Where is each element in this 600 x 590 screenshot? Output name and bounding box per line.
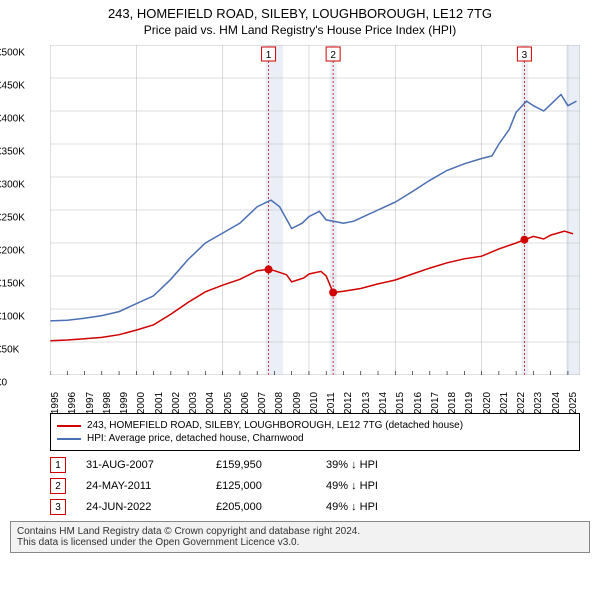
event-date: 31-AUG-2007	[86, 459, 196, 471]
y-tick-label: £300K	[0, 180, 42, 191]
y-tick-label: £350K	[0, 147, 42, 158]
x-tick-label: 2015	[395, 392, 406, 414]
x-tick-label: 2009	[292, 392, 303, 414]
x-tick-label: 2000	[136, 392, 147, 414]
event-price: £205,000	[216, 501, 306, 513]
event-number-box: 1	[50, 457, 66, 473]
x-axis-labels: 1995199619971998199920002001200220032004…	[50, 375, 580, 405]
plot-area: 1 2 3	[50, 45, 580, 375]
x-tick-label: 2020	[482, 392, 493, 414]
x-tick-label: 1996	[67, 392, 78, 414]
y-tick-label: £250K	[0, 213, 42, 224]
event-number-box: 2	[50, 478, 66, 494]
legend-label-price-paid: 243, HOMEFIELD ROAD, SILEBY, LOUGHBOROUG…	[87, 420, 463, 431]
event-price: £125,000	[216, 480, 306, 492]
x-tick-label: 2022	[516, 392, 527, 414]
legend-swatch-price-paid	[57, 425, 81, 427]
event-price: £159,950	[216, 459, 306, 471]
x-tick-label: 2004	[205, 392, 216, 414]
x-tick-label: 2019	[464, 392, 475, 414]
event-date: 24-JUN-2022	[86, 501, 196, 513]
y-tick-label: £200K	[0, 246, 42, 257]
x-tick-label: 2003	[188, 392, 199, 414]
x-tick-label: 2010	[309, 392, 320, 414]
y-tick-label: £500K	[0, 48, 42, 59]
x-tick-label: 2013	[361, 392, 372, 414]
x-tick-label: 2006	[240, 392, 251, 414]
chart-container: 243, HOMEFIELD ROAD, SILEBY, LOUGHBOROUG…	[0, 0, 600, 553]
y-tick-label: £150K	[0, 279, 42, 290]
event-row: 1 31-AUG-2007 £159,950 39% ↓ HPI	[50, 457, 580, 473]
x-tick-label: 2001	[154, 392, 165, 414]
y-tick-label: £400K	[0, 114, 42, 125]
y-tick-label: £450K	[0, 81, 42, 92]
legend-row-hpi: HPI: Average price, detached house, Char…	[57, 433, 573, 444]
event-date: 24-MAY-2011	[86, 480, 196, 492]
x-tick-label: 2002	[171, 392, 182, 414]
y-tick-label: £100K	[0, 312, 42, 323]
x-tick-label: 1998	[102, 392, 113, 414]
x-tick-label: 2023	[533, 392, 544, 414]
x-tick-label: 2014	[378, 392, 389, 414]
x-tick-label: 1995	[50, 392, 61, 414]
legend-row-price-paid: 243, HOMEFIELD ROAD, SILEBY, LOUGHBOROUG…	[57, 420, 573, 431]
attribution-footer: Contains HM Land Registry data © Crown c…	[10, 521, 590, 553]
event-number-box: 3	[50, 499, 66, 515]
chart-title-address: 243, HOMEFIELD ROAD, SILEBY, LOUGHBOROUG…	[0, 6, 600, 21]
x-tick-label: 2017	[430, 392, 441, 414]
event-row: 3 24-JUN-2022 £205,000 49% ↓ HPI	[50, 499, 580, 515]
x-tick-label: 1997	[85, 392, 96, 414]
chart-titles: 243, HOMEFIELD ROAD, SILEBY, LOUGHBOROUG…	[0, 0, 600, 37]
footer-line1: Contains HM Land Registry data © Crown c…	[17, 526, 583, 537]
event-diff: 49% ↓ HPI	[326, 480, 378, 492]
footer-line2: This data is licensed under the Open Gov…	[17, 537, 583, 548]
legend-label-hpi: HPI: Average price, detached house, Char…	[87, 433, 304, 444]
x-tick-label: 2016	[413, 392, 424, 414]
x-tick-label: 2008	[274, 392, 285, 414]
chart-title-subtitle: Price paid vs. HM Land Registry's House …	[0, 23, 600, 37]
event-diff: 39% ↓ HPI	[326, 459, 378, 471]
legend: 243, HOMEFIELD ROAD, SILEBY, LOUGHBOROUG…	[50, 413, 580, 451]
y-axis-labels: £0£50K£100K£150K£200K£250K£300K£350K£400…	[0, 53, 46, 383]
svg-text:1: 1	[266, 50, 272, 61]
x-tick-label: 2011	[326, 392, 337, 414]
x-tick-label: 2007	[257, 392, 268, 414]
event-diff: 49% ↓ HPI	[326, 501, 378, 513]
x-tick-label: 2025	[568, 392, 579, 414]
x-tick-label: 2005	[223, 392, 234, 414]
y-tick-label: £50K	[0, 345, 42, 356]
event-list: 1 31-AUG-2007 £159,950 39% ↓ HPI 2 24-MAY-201…	[50, 457, 580, 515]
event-row: 2 24-MAY-2011 £125,000 49% ↓ HPI	[50, 478, 580, 494]
x-tick-label: 2021	[499, 392, 510, 414]
x-tick-label: 2024	[551, 392, 562, 414]
x-tick-label: 2012	[343, 392, 354, 414]
y-tick-label: £0	[0, 378, 42, 389]
x-tick-label: 1999	[119, 392, 130, 414]
svg-text:3: 3	[522, 50, 528, 61]
legend-swatch-hpi	[57, 438, 81, 440]
x-tick-label: 2018	[447, 392, 458, 414]
svg-text:2: 2	[330, 50, 336, 61]
